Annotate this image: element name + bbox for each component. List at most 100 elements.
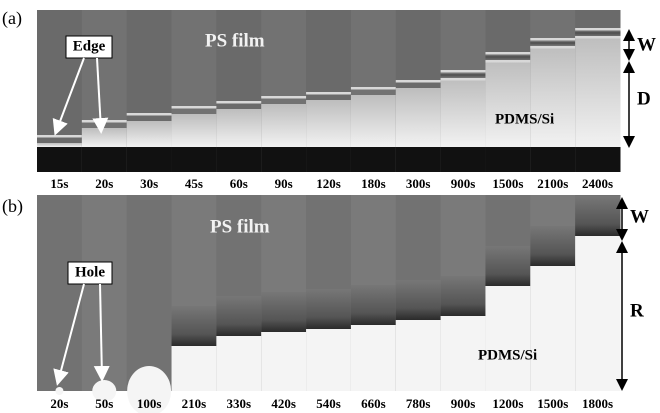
substrate [575, 236, 620, 391]
rim [172, 306, 217, 346]
substrate [530, 46, 575, 147]
base [216, 147, 261, 172]
time-label: 540s [316, 396, 341, 411]
rim [485, 60, 530, 63]
rim [351, 285, 396, 325]
panel-label: (b) [2, 196, 23, 217]
panel-b-frames: 20s 50s 100s 210s 330s 420s 540s 660s 780s 900s 12… [37, 195, 621, 413]
time-label: 300s [406, 176, 431, 191]
rim [530, 38, 575, 41]
callout: Hole [75, 264, 105, 280]
rim [306, 92, 351, 95]
rim [127, 113, 172, 116]
hole [55, 387, 63, 395]
time-label: 45s [185, 176, 203, 191]
time-label: 210s [182, 396, 207, 411]
rim [37, 135, 82, 138]
base [306, 147, 351, 172]
base [172, 147, 217, 172]
rim [575, 36, 620, 39]
rim [485, 52, 530, 55]
rim [575, 196, 620, 236]
time-label: 120s [316, 176, 341, 191]
substrate [82, 128, 127, 147]
dimension-label: D [637, 88, 651, 109]
base [485, 147, 530, 172]
time-label: 780s [406, 396, 431, 411]
substrate [396, 88, 441, 147]
substrate [441, 78, 486, 147]
dimension-label: W [630, 206, 649, 227]
rim [216, 101, 261, 104]
rim [216, 296, 261, 336]
time-label: 900s [451, 396, 476, 411]
time-label: 2400s [582, 176, 613, 191]
base [441, 147, 486, 172]
substrate [261, 332, 306, 391]
time-label: 90s [275, 176, 293, 191]
substrate [530, 266, 575, 391]
time-label: 15s [50, 176, 68, 191]
rim [441, 276, 486, 316]
rim [441, 78, 486, 81]
substrate [216, 109, 261, 147]
time-label: 60s [230, 176, 248, 191]
rim [261, 96, 306, 99]
rim [441, 74, 486, 77]
frame [82, 195, 127, 391]
time-label: 420s [271, 396, 296, 411]
time-label: 660s [361, 396, 386, 411]
time-label: 100s [137, 396, 162, 411]
time-label: 1800s [582, 396, 613, 411]
panel-a-frames: 15s 20s 30s 45s 60s 90s 120s 180s 300s 900s 1500s 2… [37, 10, 621, 191]
rim [530, 226, 575, 266]
time-label: 20s [95, 176, 113, 191]
time-label: 330s [227, 396, 252, 411]
substrate [306, 329, 351, 391]
substrate [261, 104, 306, 147]
substrate [396, 320, 441, 391]
rim [441, 70, 486, 73]
rim [530, 42, 575, 45]
rim [351, 87, 396, 90]
base [82, 147, 127, 172]
time-label: 1200s [492, 396, 523, 411]
substrate [172, 346, 217, 391]
substrate [575, 36, 620, 147]
rim [575, 28, 620, 31]
base [396, 147, 441, 172]
rim [485, 246, 530, 286]
rim [261, 292, 306, 332]
rim [82, 120, 127, 123]
substrate [485, 60, 530, 147]
substrate [216, 336, 261, 391]
base [37, 147, 82, 172]
substrate [306, 100, 351, 147]
base [575, 147, 620, 172]
panel-label: (a) [2, 8, 22, 29]
time-label: 180s [361, 176, 386, 191]
time-label: 1500s [537, 396, 568, 411]
substrate-label: PDMS/Si [495, 111, 554, 127]
film-label: PS film [210, 216, 270, 237]
rim [306, 289, 351, 329]
time-label: 900s [451, 176, 476, 191]
base [127, 147, 172, 172]
time-label: 30s [140, 176, 158, 191]
time-label: 1500s [492, 176, 523, 191]
rim [396, 280, 441, 320]
time-label: 2100s [537, 176, 568, 191]
callout: Edge [73, 38, 106, 54]
substrate-label: PDMS/Si [478, 347, 537, 363]
rim [575, 32, 620, 35]
substrate [485, 286, 530, 391]
time-label: 50s [95, 396, 113, 411]
film-label: PS film [205, 30, 265, 51]
frame [127, 195, 172, 391]
dimension-label: W [637, 34, 656, 55]
figure: 15s20s30s45s60s90s120s180s300s900s1500s2… [0, 0, 660, 413]
rim [485, 56, 530, 59]
rim [530, 46, 575, 49]
time-label: 20s [50, 396, 68, 411]
dimension-label: R [630, 300, 644, 321]
